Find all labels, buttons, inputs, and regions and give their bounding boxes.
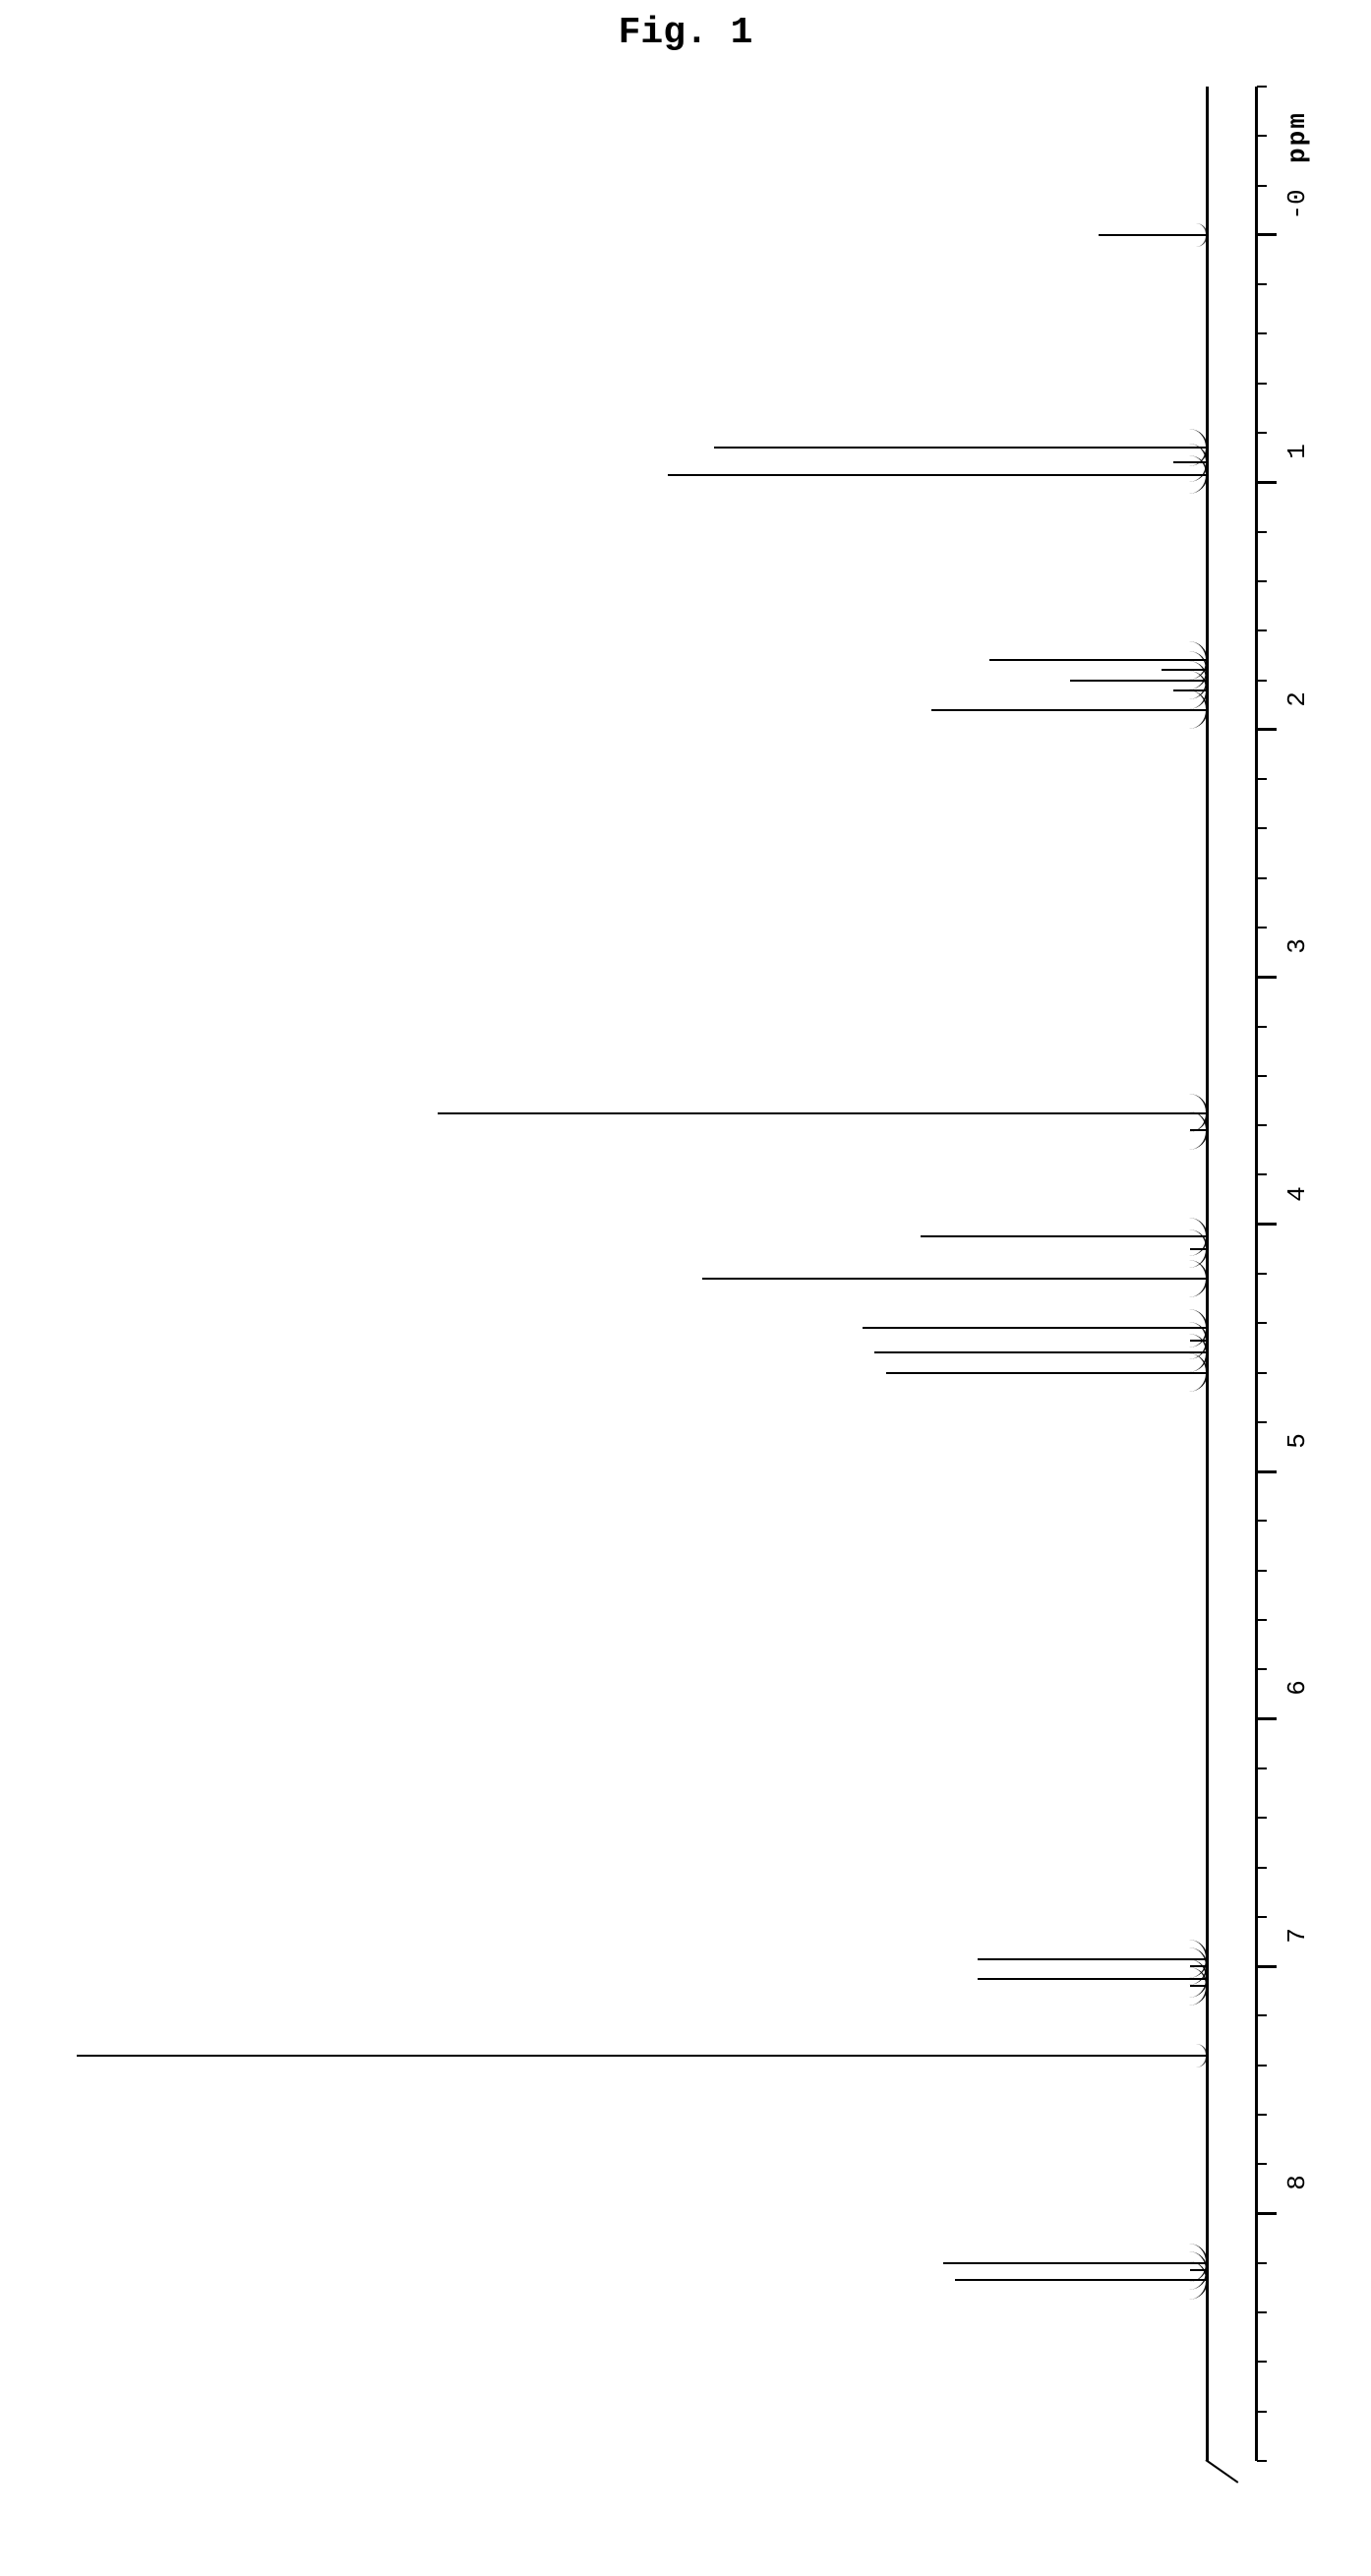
axis-tick-minor — [1257, 1273, 1267, 1275]
axis-tick-minor — [1257, 778, 1267, 780]
axis-tick-minor — [1257, 1619, 1267, 1621]
axis-tick-minor — [1257, 432, 1267, 434]
nmr-peak — [978, 1978, 1208, 1980]
axis-tick-major — [1257, 728, 1277, 731]
axis-tick-minor — [1257, 1372, 1267, 1374]
nmr-peak — [438, 1112, 1207, 1114]
axis-tick-major — [1257, 976, 1277, 979]
axis-tick-minor — [1257, 383, 1267, 385]
nmr-peak — [886, 1372, 1208, 1374]
nmr-peak — [931, 709, 1207, 711]
axis-tick-major — [1257, 481, 1277, 484]
axis-tick-minor — [1257, 332, 1267, 334]
axis-tick-minor — [1257, 283, 1267, 285]
nmr-peak — [943, 2262, 1208, 2264]
nmr-peak — [955, 2279, 1208, 2281]
figure-title: Fig. 1 — [619, 12, 753, 54]
axis-tick-label: 1 — [1282, 444, 1312, 459]
axis-tick-minor — [1257, 2361, 1267, 2363]
axis-tick-minor — [1257, 2065, 1267, 2067]
nmr-peak — [921, 1235, 1208, 1237]
axis-tick-minor — [1257, 1322, 1267, 1324]
axis-tick-minor — [1257, 580, 1267, 582]
axis-tick-minor — [1257, 877, 1267, 879]
axis-tick-minor — [1257, 1520, 1267, 1522]
axis-label-ppm: ppm — [1282, 111, 1312, 163]
axis-tick-minor — [1257, 927, 1267, 929]
nmr-peak — [77, 2055, 1208, 2057]
nmr-peak — [714, 447, 1208, 449]
axis-tick-minor — [1257, 2262, 1267, 2264]
axis-tick-label: 5 — [1282, 1433, 1312, 1449]
axis-tick-label: 2 — [1282, 691, 1312, 707]
axis-tick-label: 7 — [1282, 1928, 1312, 1944]
axis-tick-minor — [1257, 1767, 1267, 1769]
axis-tick-minor — [1257, 2311, 1267, 2313]
nmr-peak — [1070, 680, 1208, 682]
axis-tick-minor — [1257, 2411, 1267, 2413]
axis-tick-minor — [1257, 629, 1267, 631]
axis-tick-minor — [1257, 1075, 1267, 1077]
axis-tick-minor — [1257, 1668, 1267, 1670]
axis-tick-major — [1257, 1223, 1277, 1226]
axis-tick-minor — [1257, 1124, 1267, 1126]
axis-tick-major — [1257, 233, 1277, 236]
baseline-tail — [1205, 2459, 1238, 2484]
nmr-peak — [863, 1327, 1207, 1329]
nmr-spectrum-plot: -012345678ppm — [59, 79, 1249, 2469]
nmr-peak — [702, 1278, 1208, 1280]
nmr-peak — [1099, 234, 1208, 236]
axis-tick-major — [1257, 1965, 1277, 1968]
axis-tick-minor — [1257, 1867, 1267, 1869]
axis-tick-minor — [1257, 1817, 1267, 1819]
axis-tick-minor — [1257, 86, 1267, 88]
nmr-peak — [874, 1351, 1208, 1353]
axis-tick-minor — [1257, 2163, 1267, 2165]
axis-tick-minor — [1257, 135, 1267, 137]
axis-tick-label: -0 — [1282, 189, 1312, 219]
page: Fig. 1 -012345678ppm — [0, 0, 1371, 2576]
axis-tick-minor — [1257, 531, 1267, 533]
axis-tick-minor — [1257, 185, 1267, 187]
axis-tick-label: 6 — [1282, 1681, 1312, 1697]
nmr-peak — [978, 1958, 1208, 1960]
axis-tick-minor — [1257, 2114, 1267, 2116]
peak-foot — [1188, 1260, 1207, 1298]
axis-tick-major — [1257, 2212, 1277, 2215]
axis-tick-minor — [1257, 2460, 1267, 2462]
axis-tick-label: 8 — [1282, 2176, 1312, 2191]
nmr-peak — [989, 659, 1208, 661]
axis-tick-label: 4 — [1282, 1186, 1312, 1202]
axis-tick-major — [1257, 1470, 1277, 1473]
axis-tick-minor — [1257, 1026, 1267, 1028]
axis-tick-minor — [1257, 1570, 1267, 1572]
axis-tick-minor — [1257, 827, 1267, 829]
nmr-peak — [668, 474, 1208, 476]
axis-tick-minor — [1257, 1916, 1267, 1918]
axis-tick-minor — [1257, 680, 1267, 682]
axis-tick-minor — [1257, 1173, 1267, 1175]
axis-tick-minor — [1257, 1421, 1267, 1423]
axis-tick-major — [1257, 1717, 1277, 1720]
axis-tick-label: 3 — [1282, 938, 1312, 954]
axis-tick-minor — [1257, 2014, 1267, 2016]
